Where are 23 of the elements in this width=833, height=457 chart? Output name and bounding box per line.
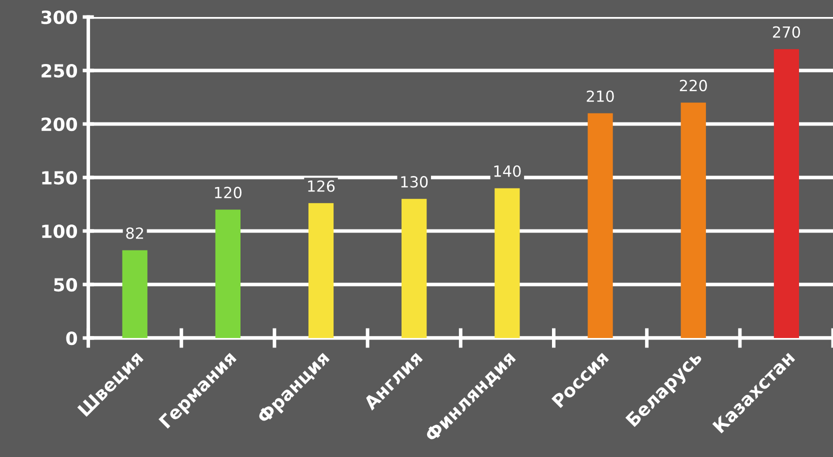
bar [215, 210, 240, 338]
bar [402, 198, 427, 338]
data-label: 220 [680, 80, 707, 92]
bar [494, 188, 520, 338]
bar [308, 203, 334, 338]
y-tick-label: 50 [54, 278, 78, 292]
y-tick-label: 100 [42, 224, 78, 238]
data-label: 126 [308, 180, 335, 192]
y-tick-label: 200 [42, 117, 78, 132]
bar [588, 113, 613, 338]
y-tick-label: 250 [42, 64, 78, 78]
data-label: 140 [494, 165, 521, 177]
y-tick-label: 300 [41, 10, 78, 24]
data-label: 82 [126, 227, 144, 239]
bar [680, 102, 706, 338]
bar [774, 49, 800, 338]
data-label: 210 [586, 90, 614, 102]
y-tick-label: 150 [42, 170, 78, 185]
data-label: 120 [215, 186, 242, 198]
data-label: 270 [772, 26, 800, 38]
bar [122, 250, 148, 338]
y-tick-label: 0 [66, 331, 78, 346]
data-label: 130 [401, 176, 428, 188]
